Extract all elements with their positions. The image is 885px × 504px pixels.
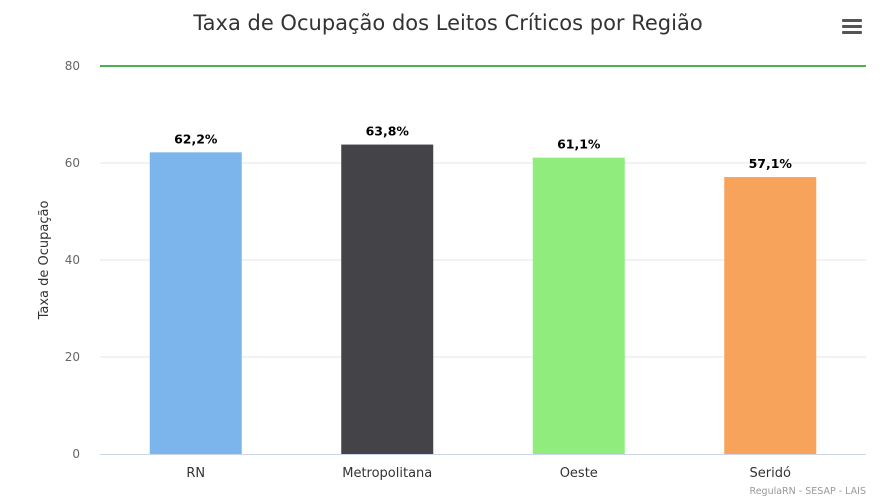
context-menu-button[interactable] (838, 14, 866, 40)
x-tick-label: Seridó (750, 466, 791, 481)
data-label: 61,1% (557, 137, 601, 152)
data-label: 57,1% (749, 156, 793, 171)
x-axis: RN Metropolitana Oeste Seridó (100, 454, 866, 481)
bar-oeste[interactable] (532, 157, 625, 455)
x-tick-label: Metropolitana (342, 466, 432, 481)
bar-serid-[interactable] (724, 177, 817, 454)
y-tick-label: 0 (72, 447, 80, 461)
credits-text[interactable]: RegulaRN - SESAP - LAIS (750, 486, 866, 497)
y-tick-label: 20 (65, 350, 80, 364)
y-tick-label: 80 (65, 59, 80, 73)
chart-title: Taxa de Ocupação dos Leitos Críticos por… (192, 11, 702, 35)
data-label: 63,8% (366, 124, 410, 139)
data-labels: 62,2% 63,8% 61,1% 57,1% (174, 124, 792, 171)
y-axis: 0 20 40 60 80 (65, 59, 80, 461)
y-tick-label: 40 (65, 253, 80, 267)
x-tick-label: RN (186, 466, 205, 481)
x-tick-label: Oeste (560, 466, 598, 481)
bar-metropolitana[interactable] (341, 144, 434, 454)
bars (149, 144, 817, 455)
y-axis-title: Taxa de Ocupação (37, 201, 52, 321)
bar-rn[interactable] (149, 152, 242, 454)
y-tick-label: 60 (65, 156, 80, 170)
data-label: 62,2% (174, 131, 218, 146)
